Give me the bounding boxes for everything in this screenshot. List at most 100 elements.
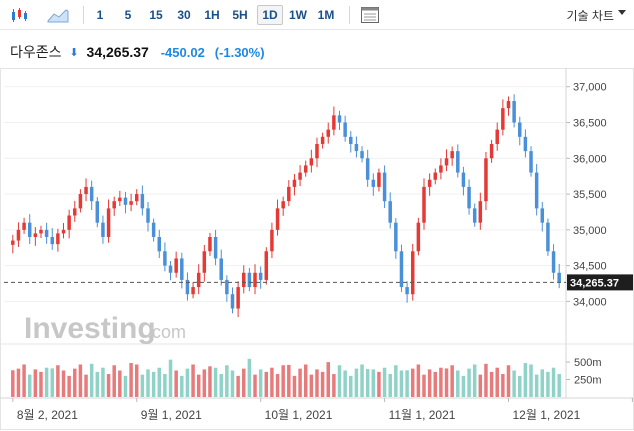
interval-1m-button[interactable]: 1M [317,8,335,22]
volume-bar [50,368,54,397]
candle [523,129,528,158]
volume-bar [146,369,150,397]
candle-body [444,158,449,166]
candle-body [478,201,483,223]
candle [225,275,229,302]
volume-bar [439,367,443,397]
candle-body [472,208,477,223]
volume-bar [258,369,263,397]
candle-body [151,222,156,237]
area-chart-icon[interactable] [46,6,70,24]
data-table-icon[interactable] [360,6,380,24]
candle [16,222,21,247]
interval-1h-button[interactable]: 1H [204,8,220,22]
candle-body [33,233,38,237]
candle [67,209,71,239]
candle-body [230,294,235,309]
candle-body [489,143,494,159]
interval-1w-button[interactable]: 1W [289,8,307,22]
candle-body [292,179,297,187]
candle [540,202,545,232]
candle [33,227,38,246]
volume-bar [247,358,252,397]
candle [377,168,381,192]
volume-bar [388,374,392,397]
candle [315,137,319,168]
volume-bar [506,365,511,397]
candle-body [196,272,201,288]
interval-30min-button[interactable]: 30 [177,8,191,22]
y-tick-label: 36,000 [573,153,607,165]
interval-5min-button[interactable]: 5 [124,8,132,22]
candle [551,244,556,280]
volume-bar [275,374,280,397]
volume-bar [365,369,370,397]
candle-body [416,222,421,252]
x-tick-label: 10월 1, 2021 [265,408,333,422]
volume-bar [337,365,342,397]
candle [129,193,133,212]
technical-chart-button[interactable]: 기술 차트 [566,9,615,23]
candle [410,243,415,301]
candle [275,199,280,236]
candle-body [354,143,359,152]
interval-5h-button[interactable]: 5H [232,8,248,22]
last-price-tag [567,274,633,291]
candle-body [78,194,83,209]
volume-bar [61,370,66,397]
chevron-down-icon[interactable] [618,10,626,15]
volume-bar [180,375,184,397]
candle [287,180,291,207]
interval-15min-button[interactable]: 15 [149,8,163,22]
volume-bar [213,367,218,397]
volume-bar [489,371,494,397]
interval-1min-button[interactable]: 1 [96,8,104,22]
candle-body [106,208,111,237]
candle [484,151,488,211]
candle-body [146,208,150,223]
candle-body [22,222,26,230]
price-chart[interactable]: 34,000 34,500 35,000 35,500 36,000 36,500 37,0… [0,68,634,431]
candlestick-icon[interactable] [10,6,30,24]
candle [78,189,83,213]
candle [202,244,207,282]
candle [399,244,404,292]
candle [444,149,449,172]
volume-bar [478,374,483,397]
volume-bar [16,368,21,397]
candle [456,144,460,178]
candle [61,223,66,239]
volume-bar [557,374,561,397]
candle-body [112,201,116,209]
x-tick-label: 12월 1, 2021 [512,408,580,422]
volume-bar [225,365,229,397]
volume-bar [523,363,528,397]
candle [337,110,342,131]
candle [354,136,359,158]
volume-bar [529,364,533,397]
volume-bar [298,368,302,397]
candle-body [506,101,511,109]
candle [89,180,94,211]
candle-body [534,172,539,209]
candle [134,189,139,206]
volume-bar [191,364,195,397]
candle [219,249,223,286]
candle [101,215,105,244]
candle [151,218,156,242]
volume-bar [343,370,347,397]
interval-1d-button[interactable]: 1D [257,5,283,25]
volume-bar [196,374,201,397]
candle [326,122,330,144]
candle-body [298,172,302,180]
volume-bar [433,371,438,397]
volume-bar [151,371,156,397]
candle-body [213,236,218,259]
volume-bar [501,374,505,397]
volume-bar [444,368,449,397]
volume-bar [281,365,285,397]
candle-body [157,236,162,252]
investing-logo: Investing [24,312,156,345]
volume-bar [394,365,398,397]
candle-body [551,251,556,273]
